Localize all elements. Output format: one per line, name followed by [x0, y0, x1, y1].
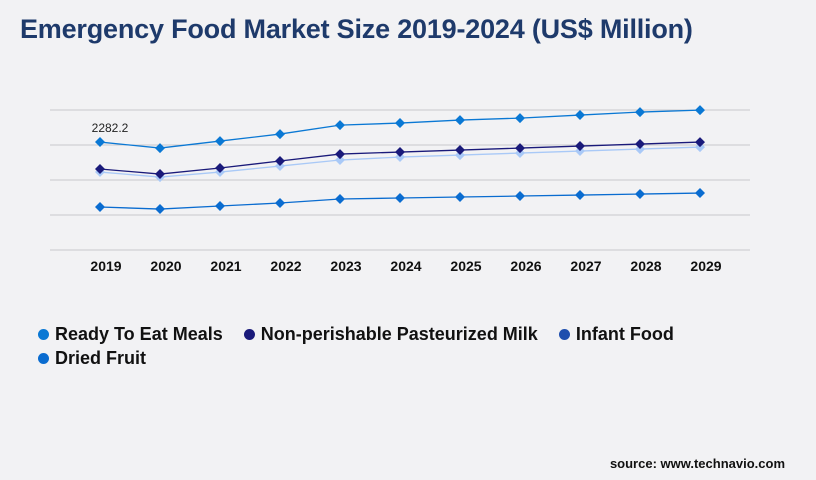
x-tick-label: 2024: [390, 258, 421, 274]
data-point: [635, 189, 645, 200]
data-point: [635, 144, 645, 155]
x-tick-label: 2025: [450, 258, 481, 274]
data-point: [455, 145, 465, 156]
legend-marker: [558, 328, 570, 340]
data-point: [335, 155, 345, 166]
data-point: [335, 194, 345, 205]
legend-marker: [243, 328, 255, 340]
data-point: [575, 141, 585, 152]
line-chart: 2019 2020 2021 2022 2023 2024 2025 2026 2027 2028…: [50, 105, 750, 274]
data-point: [95, 164, 105, 175]
x-tick-label: 2029: [690, 258, 721, 274]
chart-title: Emergency Food Market Size 2019-2024 (US…: [20, 14, 693, 44]
legend-label: Ready To Eat Meals: [55, 323, 223, 344]
data-point: [575, 110, 585, 121]
data-point: [155, 204, 165, 215]
data-point: [395, 152, 405, 163]
data-point: [95, 137, 105, 148]
x-tick-label: 2022: [270, 258, 301, 274]
data-label: 2282.2: [92, 121, 129, 135]
data-point: [455, 192, 465, 203]
data-point: [155, 169, 165, 180]
x-tick-label: 2021: [210, 258, 241, 274]
x-tick-label: 2026: [510, 258, 541, 274]
data-point: [455, 150, 465, 161]
legend-label: Non-perishable Pasteurized Milk: [260, 323, 538, 344]
data-point: [215, 201, 225, 212]
x-tick-label: 2028: [630, 258, 661, 274]
data-point: [515, 191, 525, 202]
legend-item-infant-food[interactable]: Infant Food: [558, 322, 674, 346]
data-point: [95, 202, 105, 213]
data-point: [695, 188, 705, 199]
data-point: [515, 113, 525, 124]
data-point: [335, 149, 345, 160]
legend-marker: [38, 352, 49, 364]
data-point: [155, 143, 165, 154]
data-point: [395, 193, 405, 204]
legend-label: Infant Food: [575, 323, 674, 344]
data-point: [275, 129, 285, 140]
source-note: source: www.technavio.com: [609, 456, 785, 471]
x-tick-label: 2019: [90, 258, 121, 274]
data-point: [455, 115, 465, 126]
data-point: [275, 156, 285, 167]
data-point: [215, 136, 225, 147]
legend-label: Dried Fruit: [55, 347, 147, 368]
data-point: [395, 147, 405, 158]
legend-item-pasteurized-milk[interactable]: Non-perishable Pasteurized Milk: [243, 322, 538, 346]
data-point: [515, 143, 525, 154]
data-point: [635, 107, 645, 118]
series-line: [99, 109, 701, 149]
x-tick-label: 2020: [150, 258, 181, 274]
data-point: [695, 142, 705, 153]
data-point: [635, 139, 645, 150]
data-point: [335, 120, 345, 131]
data-point: [215, 163, 225, 174]
data-point: [695, 137, 705, 148]
data-point: [275, 161, 285, 172]
data-point: [575, 190, 585, 201]
data-point: [275, 198, 285, 209]
legend-marker: [38, 328, 49, 340]
data-point: [695, 105, 705, 116]
data-point: [575, 146, 585, 157]
x-tick-label: 2027: [570, 258, 601, 274]
legend-item-ready-to-eat-meals[interactable]: Ready To Eat Meals: [38, 322, 223, 346]
legend-item-dried-fruit[interactable]: Dried Fruit: [38, 346, 146, 370]
legend: Ready To Eat Meals Non-perishable Pasteu…: [38, 322, 738, 370]
x-tick-label: 2023: [330, 258, 361, 274]
data-point: [395, 118, 405, 129]
